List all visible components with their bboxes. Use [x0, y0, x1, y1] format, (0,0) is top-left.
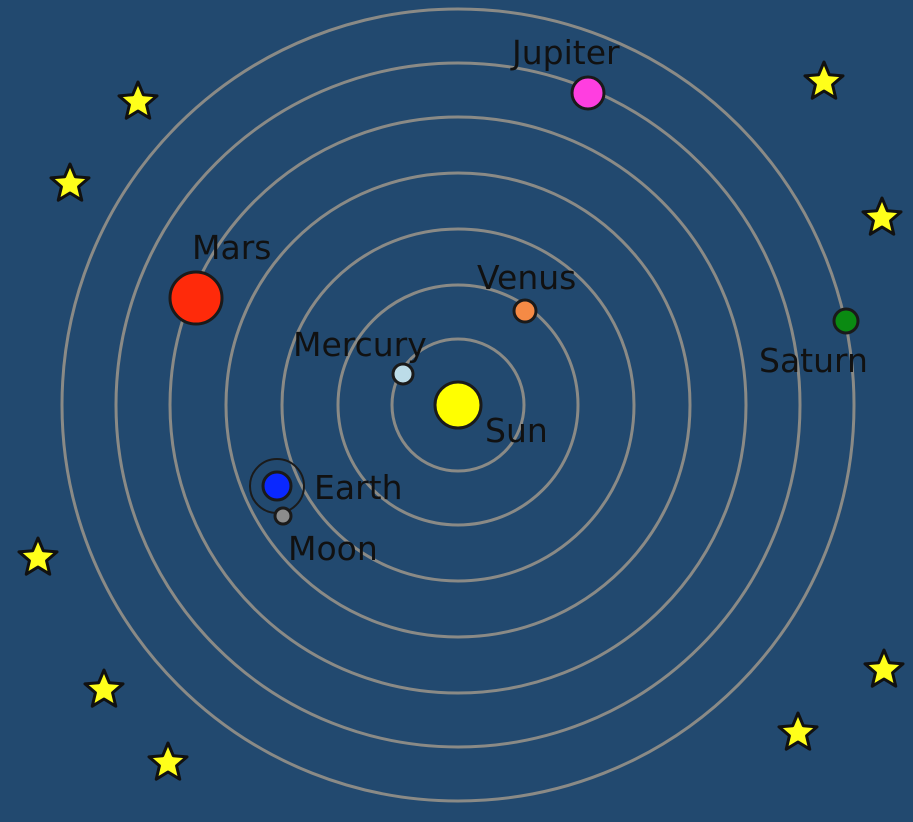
star-icon [49, 162, 91, 202]
moon-circle [273, 506, 293, 526]
star-icon [117, 80, 159, 120]
mercury-label: Mercury [293, 325, 427, 364]
orbit-3 [280, 227, 636, 583]
star-icon [861, 196, 903, 236]
sun-circle [433, 380, 483, 430]
orbit-2 [336, 283, 580, 527]
star-icon [777, 711, 819, 751]
venus-label: Venus [477, 258, 576, 297]
star-icon [863, 648, 905, 688]
sun-label: Sun [485, 411, 548, 450]
orbit-6 [114, 61, 802, 749]
star-icon [17, 536, 59, 576]
orbits [60, 7, 856, 803]
saturn-circle [832, 307, 860, 335]
jupiter-circle [570, 75, 606, 111]
star-icon [803, 60, 845, 100]
venus-circle [512, 298, 538, 324]
jupiter-label: Jupiter [510, 33, 620, 72]
orbit-5 [168, 115, 748, 695]
mars-label: Mars [192, 228, 271, 267]
stars [17, 60, 905, 781]
moon-label: Moon [288, 529, 378, 568]
labels: Sun Mercury Venus Earth Moon Mars Jupite… [192, 33, 868, 568]
mercury-circle [391, 362, 415, 386]
star-icon [83, 668, 125, 708]
celestial-bodies [168, 75, 860, 526]
orbit-7 [60, 7, 856, 803]
orbit-4 [224, 171, 692, 639]
saturn-label: Saturn [759, 341, 868, 380]
star-icon [147, 741, 189, 781]
mars-circle [168, 270, 224, 326]
earth-label: Earth [314, 468, 403, 507]
orbit-1 [390, 337, 526, 473]
earth-circle [261, 470, 293, 502]
